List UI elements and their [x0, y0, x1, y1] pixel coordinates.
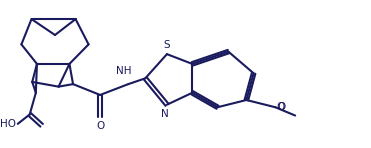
Text: N: N — [161, 109, 169, 119]
Text: S: S — [164, 40, 170, 50]
Text: O: O — [276, 102, 284, 112]
Text: O: O — [96, 121, 104, 131]
Text: NH: NH — [116, 66, 131, 76]
Text: O: O — [278, 102, 286, 112]
Text: HO: HO — [0, 119, 16, 129]
